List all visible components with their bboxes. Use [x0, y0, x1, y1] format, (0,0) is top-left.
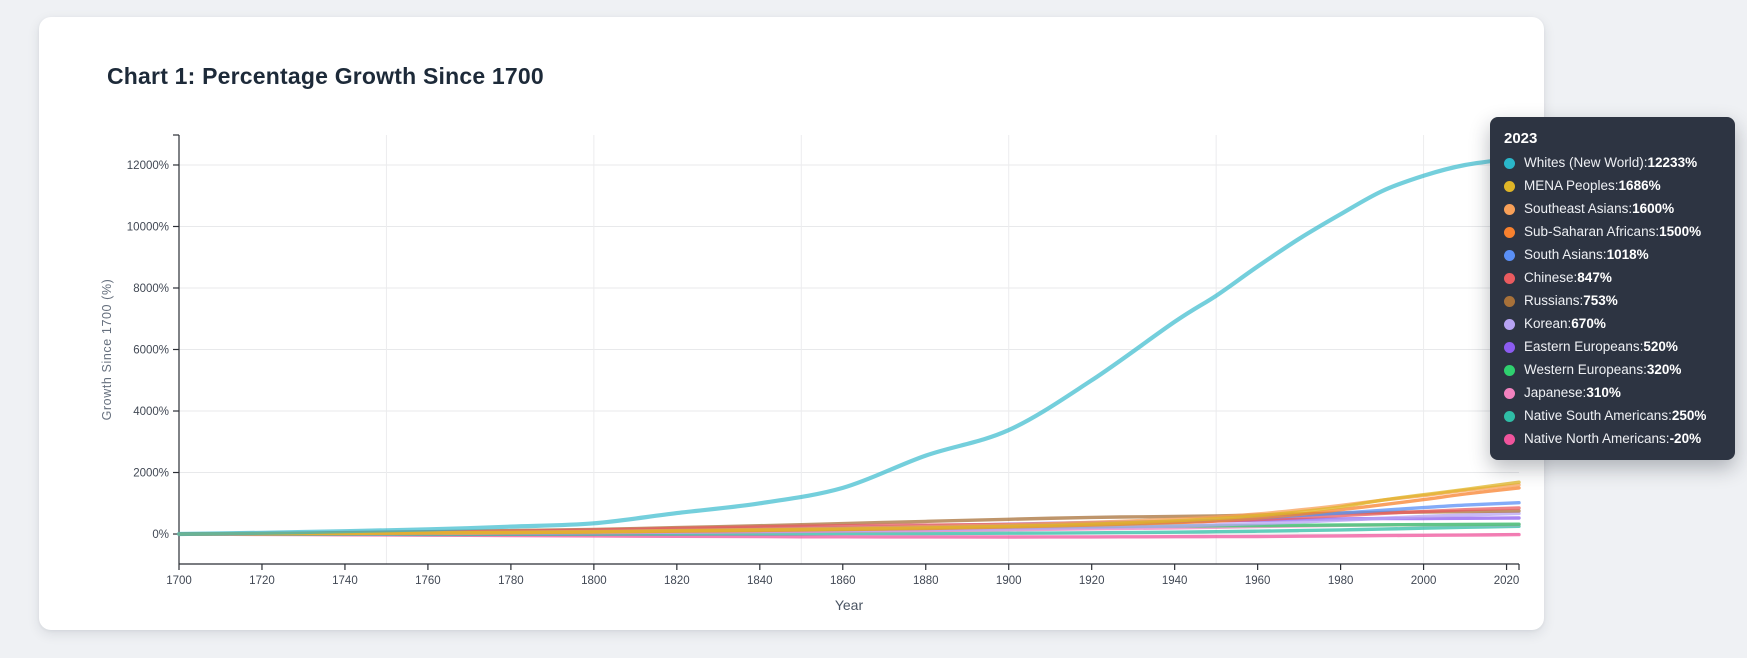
- series-color-dot-icon: [1504, 433, 1515, 445]
- tooltip-item: Western Europeans: 320%: [1504, 363, 1721, 377]
- tooltip-item: Native South Americans: 250%: [1504, 409, 1721, 423]
- chart-tooltip: 2023 Whites (New World): 12233% MENA Peopl…: [1490, 117, 1735, 460]
- x-tick-label: 1780: [498, 575, 524, 587]
- tooltip-header: 2023: [1504, 130, 1538, 147]
- series-color-dot-icon: [1504, 364, 1515, 376]
- tooltip-item: Chinese: 847%: [1504, 271, 1721, 285]
- chart-title: Chart 1: Percentage Growth Since 1700: [107, 63, 544, 89]
- tooltip-series-value: 310%: [1586, 385, 1621, 400]
- tooltip-series-value: 1600%: [1632, 201, 1675, 216]
- series-color-dot-icon: [1504, 157, 1515, 169]
- tooltip-item: Russians: 753%: [1504, 294, 1721, 308]
- tooltip-series-label: Western Europeans:: [1524, 362, 1647, 377]
- chart-card: Chart 1: Percentage Growth Since 1700 0%…: [39, 17, 1544, 630]
- tooltip-series-label: Native South Americans:: [1524, 408, 1672, 423]
- x-tick-label: 1760: [415, 575, 441, 587]
- series-color-dot-icon: [1504, 341, 1515, 353]
- tooltip-series-label: Russians:: [1524, 293, 1584, 308]
- tooltip-series-label: Japanese:: [1524, 385, 1587, 400]
- x-tick-label: 1900: [996, 575, 1022, 587]
- y-tick-label: 6000%: [133, 345, 169, 357]
- x-tick-label: 1940: [1162, 575, 1188, 587]
- y-tick-label: 10000%: [127, 221, 169, 233]
- tooltip-series-label: Whites (New World):: [1524, 155, 1648, 170]
- x-tick-label: 1880: [913, 575, 939, 587]
- tooltip-item: Sub-Saharan Africans: 1500%: [1504, 225, 1721, 239]
- tooltip-item: MENA Peoples: 1686%: [1504, 179, 1721, 193]
- x-tick-label: 1860: [830, 575, 856, 587]
- tooltip-item: Eastern Europeans: 520%: [1504, 340, 1721, 354]
- tooltip-series-label: MENA Peoples:: [1524, 178, 1619, 193]
- x-tick-label: 1700: [166, 575, 192, 587]
- y-tick-label: 0%: [152, 529, 169, 541]
- x-tick-label: 1800: [581, 575, 607, 587]
- tooltip-series-value: 250%: [1671, 408, 1707, 423]
- tooltip-series-value: -20%: [1669, 431, 1702, 446]
- x-tick-label: 1840: [747, 575, 773, 587]
- tooltip-series-value: 12233%: [1647, 155, 1698, 170]
- x-tick-label: 1820: [664, 575, 690, 587]
- tooltip-series-value: 320%: [1646, 362, 1682, 377]
- tooltip-item: Whites (New World): 12233%: [1504, 156, 1721, 170]
- series-color-dot-icon: [1504, 318, 1515, 330]
- tooltip-series-value: 670%: [1571, 316, 1606, 331]
- series-color-dot-icon: [1504, 272, 1515, 284]
- tooltip-series-value: 753%: [1583, 293, 1618, 308]
- x-tick-label: 1920: [1079, 575, 1105, 587]
- series-line: [176, 155, 1522, 537]
- tooltip-item: Japanese: 310%: [1504, 386, 1721, 400]
- y-tick-label: 2000%: [133, 468, 169, 480]
- tooltip-series-label: Chinese:: [1524, 270, 1578, 285]
- growth-line-chart[interactable]: 0% 2000% 4000% 6000% 8000% 10000% 12000% 1700 17…: [89, 112, 1549, 624]
- x-tick-label: 1720: [249, 575, 275, 587]
- tooltip-series-label: South Asians:: [1524, 247, 1607, 262]
- tooltip-series-label: Southeast Asians:: [1524, 201, 1633, 216]
- tooltip-series-value: 1500%: [1659, 224, 1702, 239]
- x-axis-title: Year: [835, 597, 864, 613]
- tooltip-series-label: Korean:: [1524, 316, 1572, 331]
- y-tick-label: 8000%: [133, 283, 169, 295]
- tooltip-series-label: Sub-Saharan Africans:: [1524, 224, 1660, 239]
- y-tick-label: 12000%: [127, 160, 169, 172]
- tooltip-item: Southeast Asians: 1600%: [1504, 202, 1721, 216]
- x-tick-label: 2020: [1494, 575, 1520, 587]
- tooltip-series-label: Native North Americans:: [1524, 431, 1670, 446]
- x-tick-label: 1980: [1328, 575, 1354, 587]
- tooltip-series-value: 847%: [1577, 270, 1612, 285]
- tooltip-series-value: 1686%: [1618, 178, 1661, 193]
- series-color-dot-icon: [1504, 249, 1515, 261]
- y-axis-title: Growth Since 1700 (%): [100, 279, 114, 421]
- tooltip-item: Korean: 670%: [1504, 317, 1721, 331]
- tooltip-series-value: 1018%: [1606, 247, 1649, 262]
- tooltip-series-value: 520%: [1643, 339, 1678, 354]
- series-color-dot-icon: [1504, 226, 1515, 238]
- y-tick-label: 4000%: [133, 406, 169, 418]
- series-color-dot-icon: [1504, 295, 1515, 307]
- series-color-dot-icon: [1504, 387, 1515, 399]
- tooltip-series-label: Eastern Europeans:: [1524, 339, 1644, 354]
- tooltip-item: Native North Americans: -20%: [1504, 432, 1721, 446]
- series-color-dot-icon: [1504, 410, 1515, 422]
- series-line: [177, 480, 1521, 536]
- tooltip-item: South Asians: 1018%: [1504, 248, 1721, 262]
- series-color-dot-icon: [1504, 203, 1515, 215]
- x-tick-label: 1960: [1245, 575, 1271, 587]
- series-color-dot-icon: [1504, 180, 1515, 192]
- x-tick-label: 2000: [1411, 575, 1437, 587]
- x-tick-label: 1740: [332, 575, 358, 587]
- tooltip-items: Whites (New World): 12233% MENA Peoples: 16…: [1504, 156, 1721, 446]
